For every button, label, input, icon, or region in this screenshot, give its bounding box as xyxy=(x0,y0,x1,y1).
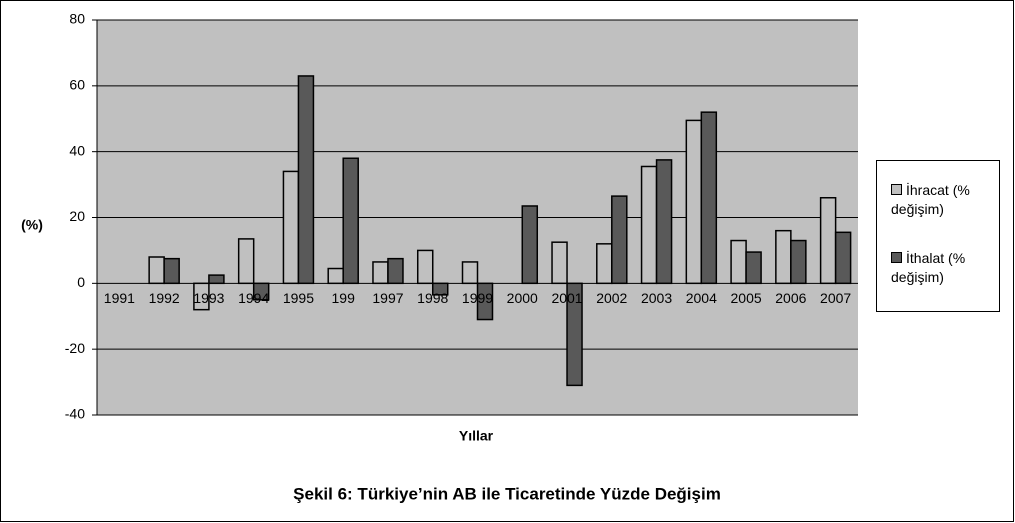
bar xyxy=(372,261,389,285)
x-tick-label: 1992 xyxy=(149,290,180,306)
legend-item: İhracat (% değişim) xyxy=(891,181,997,219)
y-tick-label: -40 xyxy=(65,406,85,422)
bar xyxy=(342,157,359,285)
x-tick-label: 1999 xyxy=(462,290,493,306)
y-tick-label: -20 xyxy=(65,340,85,356)
y-tick-label: 60 xyxy=(69,77,85,93)
x-tick-label: 2004 xyxy=(686,290,717,306)
x-tick-label: 1995 xyxy=(283,290,314,306)
bar xyxy=(297,75,315,285)
y-axis-label: (%) xyxy=(21,217,43,233)
bar xyxy=(387,257,404,285)
bar xyxy=(208,274,225,285)
legend-item: İthalat (% değişim) xyxy=(891,249,997,287)
bar xyxy=(327,267,344,285)
x-tick-label: 2006 xyxy=(775,290,806,306)
bar xyxy=(431,282,449,296)
bar xyxy=(819,197,837,285)
legend-label: İhracat (% değişim) xyxy=(891,182,970,217)
bar xyxy=(416,249,434,285)
x-tick-label: 2001 xyxy=(551,290,582,306)
x-tick-label: 1994 xyxy=(238,290,269,306)
y-tick-label: 80 xyxy=(69,11,85,27)
bar xyxy=(163,257,180,285)
x-axis-label: Yıllar xyxy=(459,428,494,444)
x-tick-label: 2005 xyxy=(731,290,762,306)
bar xyxy=(476,282,494,321)
bar xyxy=(148,256,165,285)
legend-swatch xyxy=(891,184,902,195)
x-tick-label: 1991 xyxy=(104,290,135,306)
bar xyxy=(237,238,255,285)
legend: İhracat (% değişim) İthalat (% değişim) xyxy=(876,160,1000,312)
x-tick-label: 199 xyxy=(332,290,356,306)
bar xyxy=(193,282,210,311)
bar xyxy=(730,239,747,285)
bar xyxy=(655,159,673,285)
bar xyxy=(700,111,718,285)
bar xyxy=(282,170,300,285)
x-tick-label: 1997 xyxy=(372,290,403,306)
chart-title: Şekil 6: Türkiye’nin AB ile Ticaretinde … xyxy=(293,484,721,503)
bar xyxy=(521,205,539,285)
bar xyxy=(640,165,658,285)
y-tick-label: 40 xyxy=(69,142,85,158)
x-tick-label: 2007 xyxy=(820,290,851,306)
bar xyxy=(252,282,270,301)
bar xyxy=(745,251,762,285)
x-tick-label: 1993 xyxy=(193,290,224,306)
x-tick-label: 2003 xyxy=(641,290,672,306)
bar xyxy=(566,282,583,387)
x-tick-label: 2000 xyxy=(507,290,538,306)
bar xyxy=(611,195,628,285)
y-tick-label: 20 xyxy=(69,208,85,224)
bar xyxy=(461,261,479,285)
y-tick-label: 0 xyxy=(77,274,85,290)
bar xyxy=(834,231,852,285)
bar xyxy=(685,119,703,285)
bar xyxy=(596,243,613,285)
x-tick-label: 1998 xyxy=(417,290,448,306)
bar xyxy=(790,239,807,285)
bar xyxy=(775,229,792,285)
legend-label: İthalat (% değişim) xyxy=(891,250,966,285)
legend-swatch xyxy=(891,252,902,263)
x-tick-label: 2002 xyxy=(596,290,627,306)
bar xyxy=(551,241,568,285)
